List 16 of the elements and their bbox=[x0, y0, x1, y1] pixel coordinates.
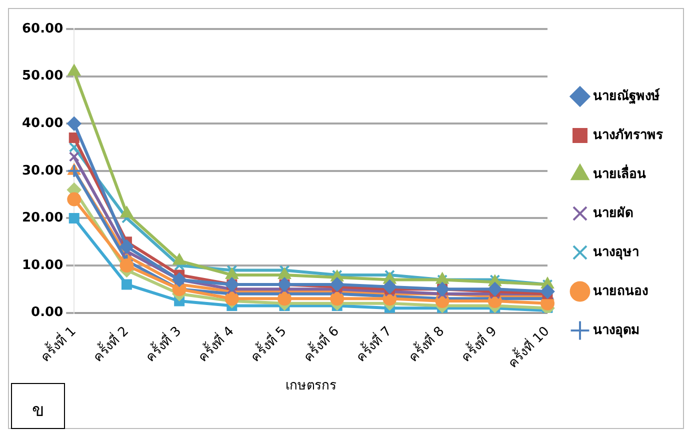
legend-label: นายถนอง bbox=[593, 284, 648, 299]
legend-label: นางอุดม bbox=[593, 322, 640, 338]
y-tick-label: 40.00 bbox=[22, 116, 64, 131]
y-tick-label: 60.00 bbox=[22, 21, 64, 36]
x-axis-title: เกษตรกร bbox=[285, 378, 336, 394]
legend-label: นางอุษา bbox=[593, 244, 639, 260]
legend-label: นายเลื่อน bbox=[593, 164, 646, 182]
y-tick-label: 0.00 bbox=[31, 305, 64, 320]
y-tick-label: 10.00 bbox=[22, 258, 64, 273]
legend-label: นายณัฐพงษ์ bbox=[593, 88, 660, 105]
legend-label: นางภัทราพร bbox=[593, 128, 663, 143]
y-tick-label: 30.00 bbox=[22, 163, 64, 178]
legend-label: นายผัด bbox=[593, 206, 633, 221]
y-tick-label: 50.00 bbox=[22, 68, 64, 84]
y-tick-label: 20.00 bbox=[22, 210, 64, 226]
text: ข bbox=[11, 383, 65, 429]
